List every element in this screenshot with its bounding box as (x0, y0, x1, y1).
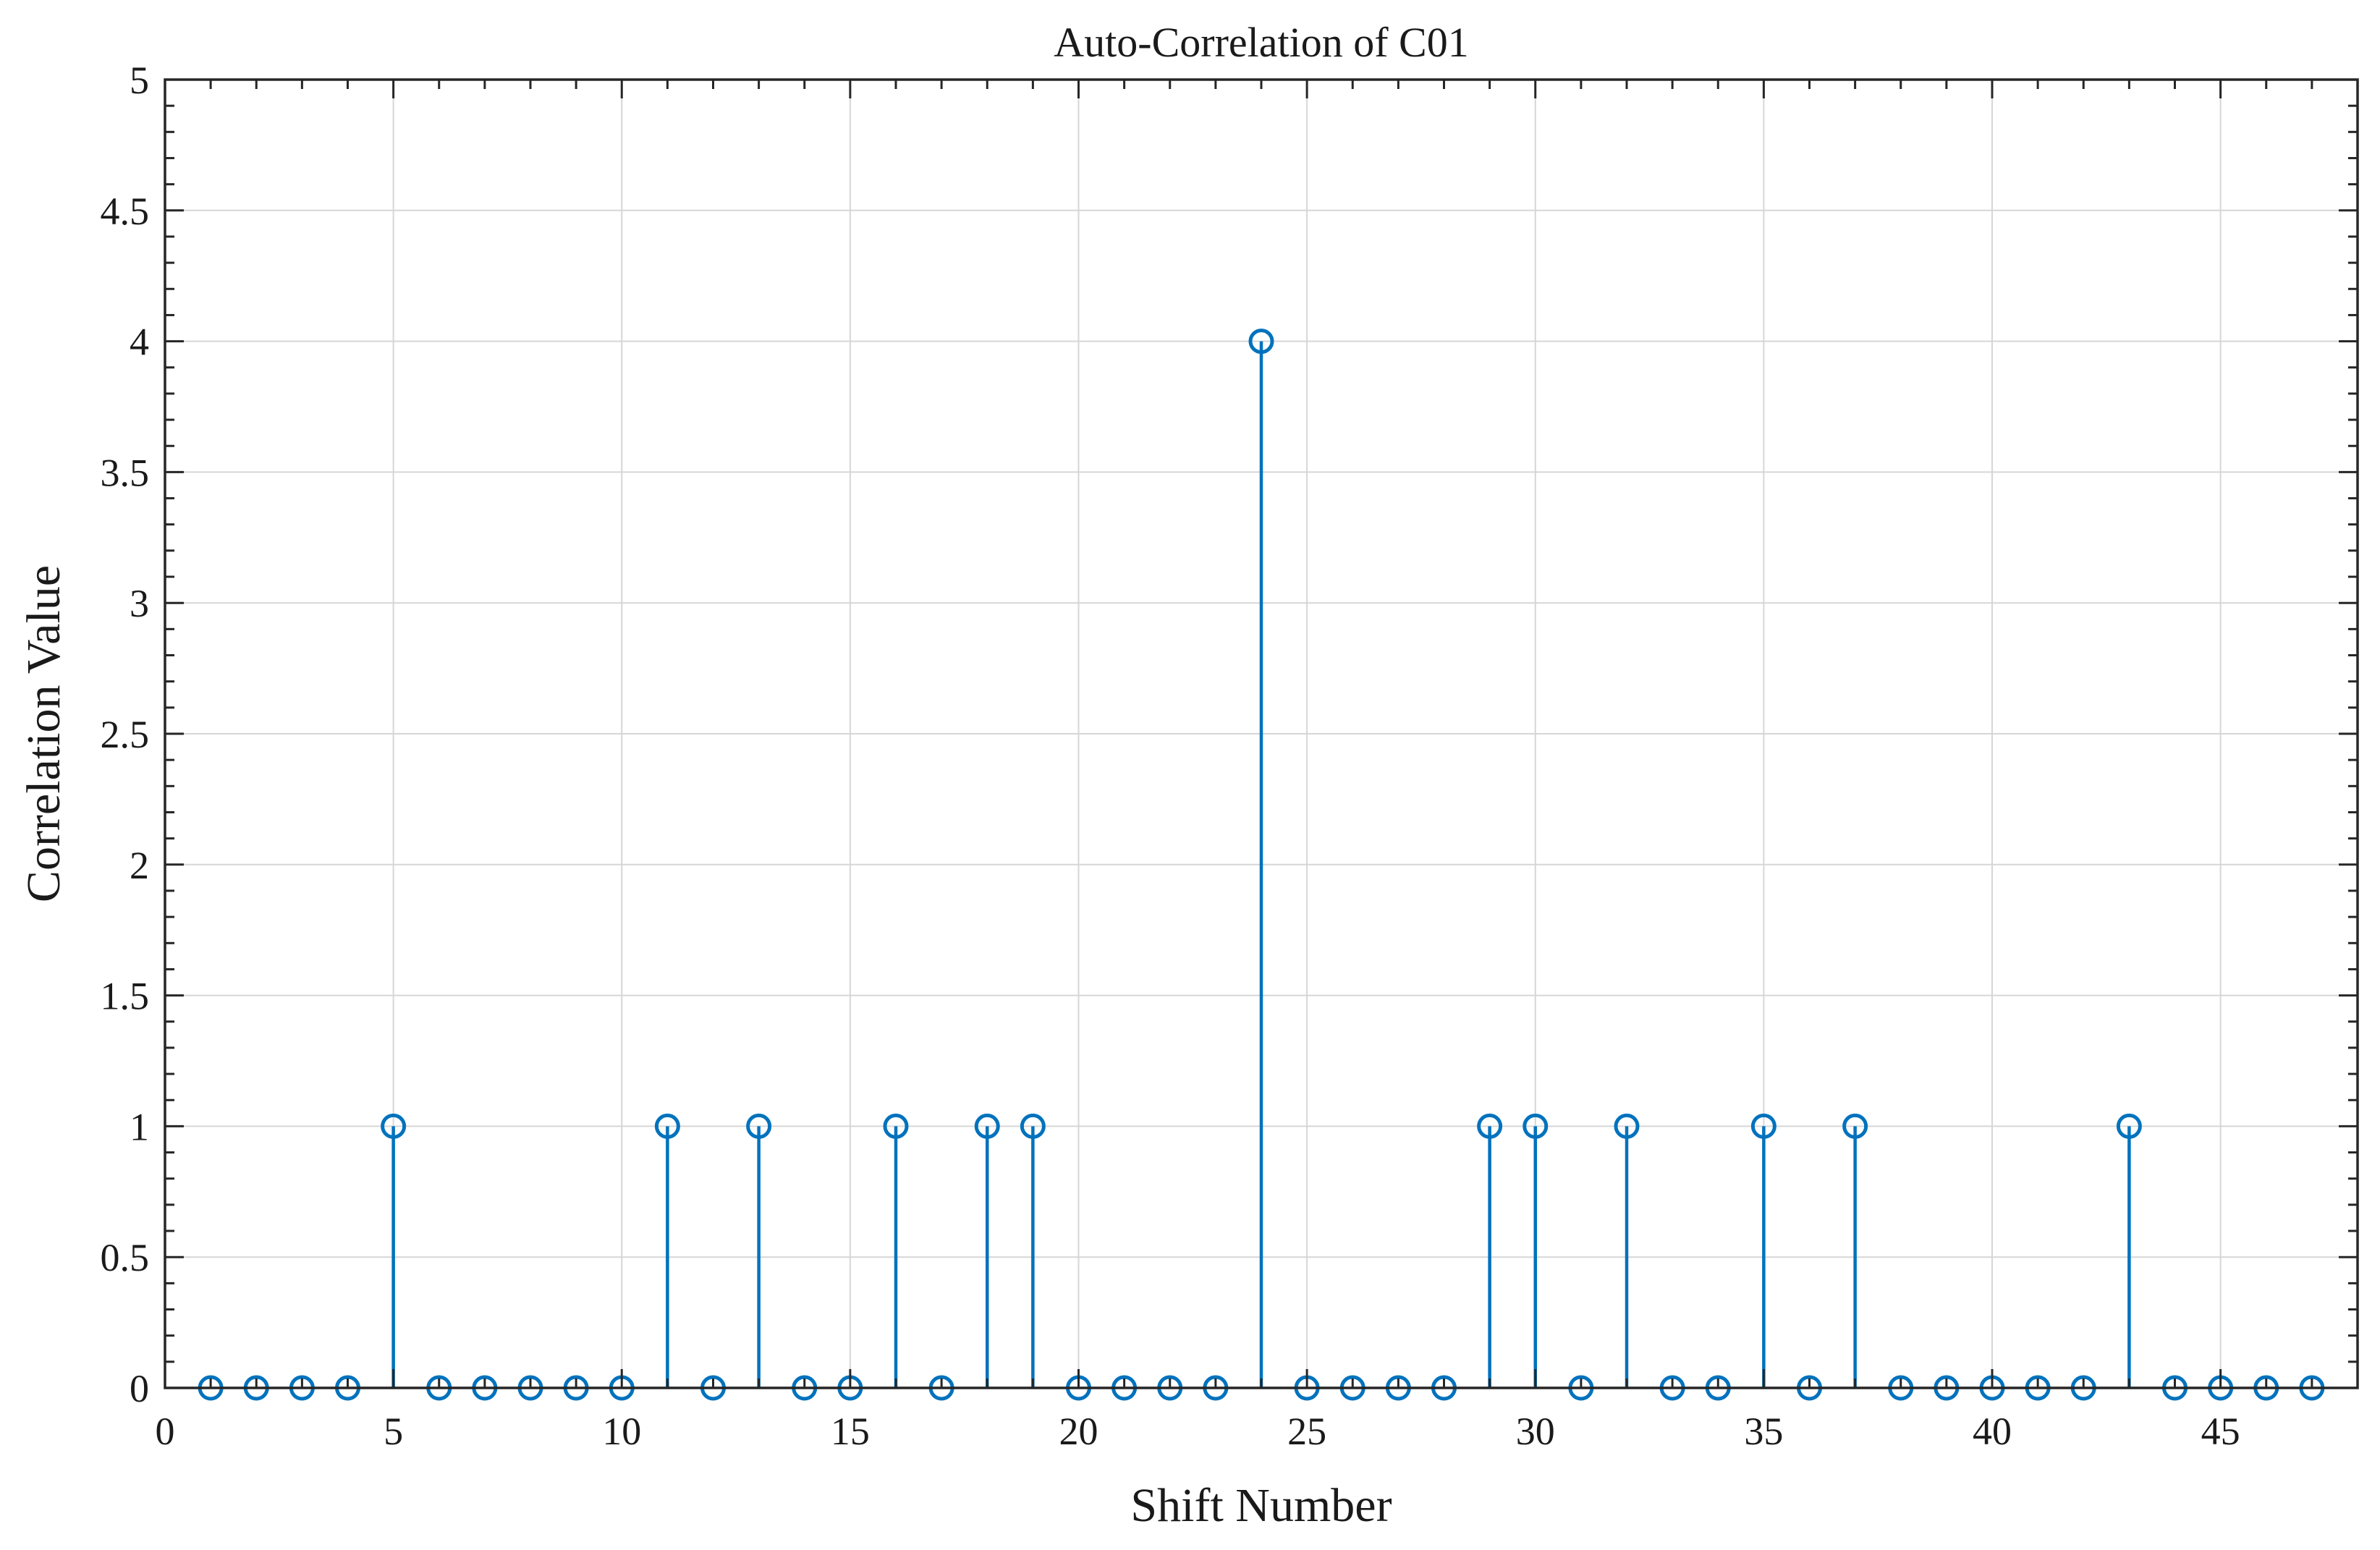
stem-marker (1750, 1113, 1776, 1139)
stem-marker (1614, 1113, 1640, 1139)
y-tick-label: 0.5 (101, 1236, 150, 1279)
chart-title: Auto-Correlation of C01 (1054, 19, 1468, 66)
x-axis-label: Shift Number (1130, 1479, 1392, 1532)
y-tick-label: 3.5 (101, 451, 150, 494)
y-tick-label: 1.5 (101, 975, 150, 1018)
x-tick-label: 45 (2201, 1410, 2240, 1453)
stem-marker (654, 1113, 680, 1139)
x-tick-label: 25 (1287, 1410, 1326, 1453)
stem-marker (746, 1113, 772, 1139)
y-tick-label: 3 (130, 582, 149, 625)
stem-marker (883, 1113, 909, 1139)
x-tick-label: 40 (1973, 1410, 2012, 1453)
stem-marker (1477, 1113, 1503, 1139)
stem-marker (381, 1113, 407, 1139)
x-tick-labels: 0 5 10 15 20 25 30 35 40 45 (156, 1410, 2240, 1453)
y-tick-label: 1 (130, 1105, 149, 1148)
x-tick-label: 5 (384, 1410, 403, 1453)
y-axis-label: Correlation Value (17, 565, 70, 902)
stem-marker (974, 1113, 1000, 1139)
x-tick-label: 35 (1744, 1410, 1783, 1453)
x-tick-label: 20 (1059, 1410, 1098, 1453)
y-tick-labels: 0 0.5 1 1.5 2 2.5 3 3.5 4 4.5 5 (101, 59, 150, 1410)
y-tick-label: 2 (130, 844, 149, 887)
x-tick-label: 15 (831, 1410, 870, 1453)
y-tick-label: 5 (130, 59, 149, 102)
stem-marker (1020, 1113, 1046, 1139)
y-tick-label: 0 (130, 1367, 149, 1410)
stem-marker (2116, 1113, 2142, 1139)
stem-marker (1248, 329, 1274, 355)
x-tick-label: 10 (602, 1410, 641, 1453)
y-tick-label: 4 (130, 321, 149, 364)
x-tick-label: 30 (1516, 1410, 1555, 1453)
x-tick-label: 0 (156, 1410, 175, 1453)
y-tick-label: 4.5 (101, 190, 150, 233)
axis-ticks (164, 78, 2359, 1389)
y-tick-label: 2.5 (101, 713, 150, 756)
stem-marker (1523, 1113, 1549, 1139)
stem-marker (1842, 1113, 1868, 1139)
